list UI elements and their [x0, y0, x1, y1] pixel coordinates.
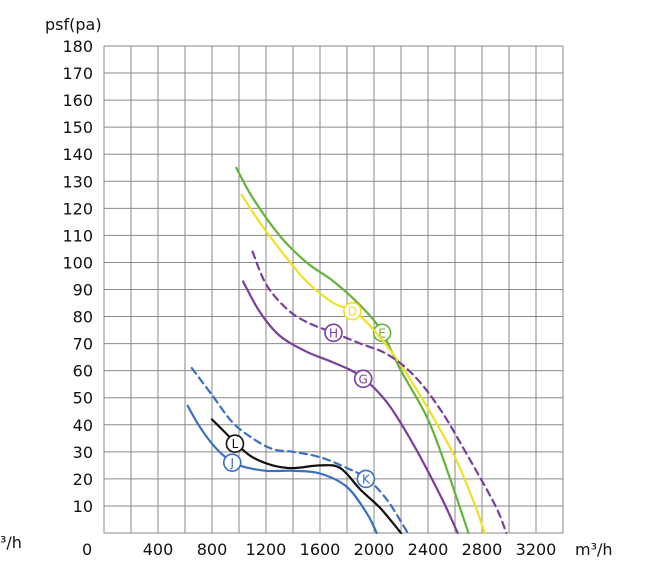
series-line-j	[186, 404, 378, 535]
series-label-l: L	[232, 437, 239, 451]
series-label-e: E	[378, 326, 386, 340]
y-tick-label: 50	[73, 389, 93, 408]
series-label-circle-k	[356, 469, 376, 489]
y-tick-label: 120	[62, 199, 93, 218]
series-label-k: K	[362, 472, 371, 486]
x-axis-unit-left: ³/h	[0, 533, 22, 552]
y-tick-label: 140	[62, 145, 93, 164]
series-label-j: J	[229, 456, 234, 470]
x-axis-title: m³/h	[575, 540, 613, 559]
x-tick-label: 400	[143, 540, 174, 559]
series-label-h: H	[329, 326, 338, 340]
y-axis-title: psf(pa)	[45, 15, 102, 34]
y-tick-label: 150	[62, 118, 93, 137]
y-tick-label: 20	[73, 470, 93, 489]
series-label-d: D	[348, 305, 357, 319]
y-tick-label: 90	[73, 281, 93, 300]
x-tick-label: 1200	[246, 540, 287, 559]
series-line-e	[235, 166, 470, 535]
plot-grid	[103, 45, 564, 534]
series-label-circle-h	[324, 323, 343, 343]
y-tick-label: 130	[62, 172, 93, 191]
series-line-k	[190, 366, 409, 535]
y-tick-labels: 10 20 30 40 50 60 70 80 90 100 110 120 130 140 150 160 1…	[62, 37, 93, 516]
y-tick-label: 100	[62, 253, 93, 272]
y-tick-label: 80	[73, 308, 93, 327]
x-tick-labels: 400 800 1200 1600 2000 2400 2800 3200	[143, 540, 557, 559]
origin-label: 0	[82, 540, 92, 559]
y-tick-label: 30	[73, 443, 93, 462]
y-tick-label: 40	[73, 416, 93, 435]
y-tick-label: 180	[62, 37, 93, 56]
series-label-g: G	[359, 372, 368, 386]
series-line-g	[241, 280, 459, 535]
series-label-circle-d	[343, 301, 362, 321]
series-label-circle-g	[353, 369, 373, 389]
x-tick-label: 800	[197, 540, 228, 559]
y-tick-label: 170	[62, 64, 93, 83]
series-curves: E DH G L K J	[186, 166, 508, 535]
x-tick-label: 2000	[354, 540, 395, 559]
series-label-circle-l	[225, 434, 245, 454]
series-label-circle-j	[222, 453, 242, 472]
y-tick-label: 70	[73, 335, 93, 354]
series-line-h	[251, 250, 508, 535]
x-tick-label: 3200	[516, 540, 557, 559]
x-tick-label: 2800	[462, 540, 503, 559]
y-tick-label: 160	[62, 91, 93, 110]
x-tick-label: 1600	[300, 540, 341, 559]
y-tick-label: 60	[73, 362, 93, 381]
x-tick-label: 2400	[408, 540, 449, 559]
y-tick-label: 10	[73, 497, 93, 516]
y-tick-label: 110	[62, 226, 93, 245]
series-line-d	[240, 193, 486, 535]
